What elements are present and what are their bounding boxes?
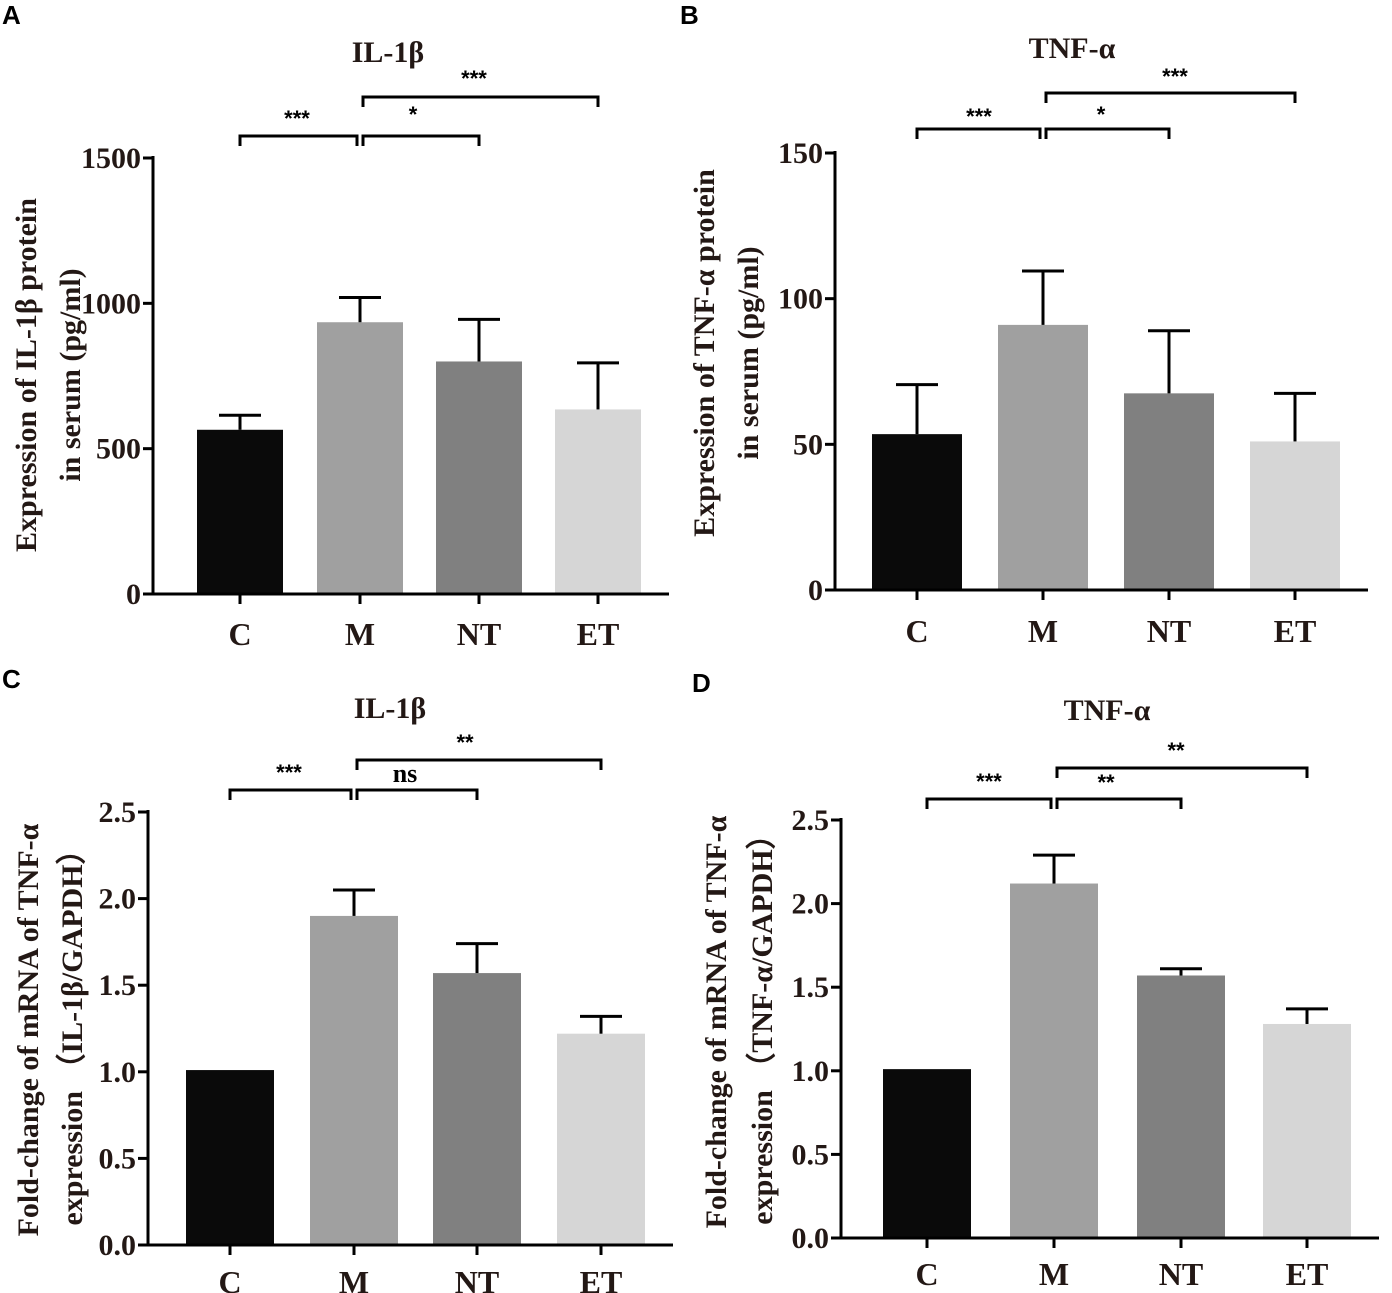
panel-b-sig-bracket-m-et [1044,91,1297,103]
panel-d-sig-label-m-et: ** [1167,738,1185,763]
panel-b-sig-bracket-c-m [915,127,1042,139]
panel-a-bar-nt [436,361,522,594]
panel-a-xtick-label-m: M [345,616,375,652]
panel-b-bar-c [872,434,962,590]
panel-c-ylabel-line-2: expression （IL-1β/GAPDH） [55,834,89,1225]
panel-c-xtick-label-m: M [339,1264,369,1293]
panel-a-title: IL-1β [352,36,424,69]
panel-c-sig-bracket-m-et [355,758,603,770]
panel-c-ytick-label-4: 2.0 [99,883,137,916]
panel-b-sig-label-m-et: *** [1162,64,1188,89]
panel-c-sig-bracket-m-nt [355,788,479,800]
panel-b-sig-label-m-nt: * [1097,102,1106,127]
panel-b-sig-bracket-m-nt [1044,127,1171,139]
panel-c-bar-nt [433,973,521,1245]
panel-b-ytick-label-0: 0 [808,574,823,607]
panel-b-xtick-label-c: C [905,613,928,649]
panel-d-letter: D [692,668,711,698]
panel-b-ylabel-line-2: in serum (pg/ml) [732,246,765,459]
panel-b-bar-m [998,324,1088,590]
panel-a-ytick-label-3: 1500 [81,142,141,175]
panel-c-bar-c [186,1070,274,1245]
panel-c: C IL-1β Fold-change of mRNA of TNF-α expres… [2,664,673,1293]
panel-c-letter: C [2,664,21,694]
panel-c-sig-bracket-c-m [228,788,353,800]
panel-a-xtick-label-c: C [228,616,251,652]
panel-c-title: IL-1β [354,692,426,725]
panel-b: B TNF-α Expression of TNF-α protein in seru… [680,0,1368,649]
panel-a-letter: A [2,0,21,30]
panel-c-xtick-label-nt: NT [455,1264,499,1293]
panel-a-bar-m [317,322,403,594]
panel-c-ytick-label-1: 0.5 [99,1142,137,1175]
panel-d-ytick-label-0: 0.0 [792,1222,830,1255]
panel-a-sig-bracket-m-nt [361,134,481,146]
panel-d-ytick-label-3: 1.5 [792,971,830,1004]
panel-a-xtick-label-nt: NT [457,616,501,652]
panel-d-bar-nt [1137,975,1225,1238]
panel-b-xtick-label-nt: NT [1147,613,1191,649]
panel-d-sig-bracket-m-et [1055,766,1309,778]
panel-c-sig-label-m-nt: ns [393,759,418,788]
panel-c-ylabel-line-1: Fold-change of mRNA of TNF-α [12,823,45,1236]
panel-a-ytick-label-0: 0 [126,578,141,611]
panel-a-sig-bracket-m-et [361,95,600,107]
panel-a-sig-bracket-c-m [238,134,359,146]
panel-b-bar-et [1250,441,1340,590]
panel-a-bar-et [555,409,641,594]
panel-a-sig-label-m-nt: * [409,102,418,127]
panel-d-bar-et [1263,1023,1351,1238]
panel-d-sig-bracket-m-nt [1055,797,1183,809]
panel-a-sig-label-c-m: *** [284,106,310,131]
panel-d-sig-label-c-m: *** [976,769,1002,794]
panel-b-ylabel-line-1: Expression of TNF-α protein [688,169,721,537]
panel-d-xtick-label-m: M [1039,1256,1069,1292]
panel-b-bar-nt [1124,393,1214,590]
panel-c-xtick-label-et: ET [580,1264,623,1293]
panel-d-ytick-label-1: 0.5 [792,1138,830,1171]
panel-a-ytick-label-2: 1000 [81,287,141,320]
panel-b-ytick-label-2: 100 [778,283,823,316]
panel-b-ytick-label-3: 150 [778,137,823,170]
panel-c-ytick-label-2: 1.0 [99,1056,137,1089]
panel-b-ytick-label-1: 50 [793,428,823,461]
panel-b-xtick-label-et: ET [1274,613,1317,649]
panel-c-sig-label-c-m: *** [276,760,302,785]
panel-c-bar-et [557,1033,645,1245]
panel-a-ylabel-line-2: in serum (pg/ml) [54,268,87,481]
panel-a-ylabel-line-1: Expression of IL-1β protein [10,198,43,552]
panel-d-xtick-label-et: ET [1286,1256,1329,1292]
panel-d-bar-m [1010,883,1098,1238]
panel-d-xtick-label-nt: NT [1159,1256,1203,1292]
panel-d-sig-bracket-c-m [925,797,1053,809]
panel-c-ytick-label-3: 1.5 [99,969,137,1002]
panel-c-sig-label-m-et: ** [456,730,474,755]
panel-d-xtick-label-c: C [915,1256,938,1292]
panel-d-sig-label-m-nt: ** [1097,770,1115,795]
panel-d-title: TNF-α [1064,694,1151,727]
panel-a-ytick-label-1: 500 [96,433,141,466]
panel-d-ylabel-line-2: expression （TNF-α/GAPDH） [745,819,779,1224]
panel-c-ytick-label-5: 2.5 [99,796,137,829]
panel-b-title: TNF-α [1029,32,1116,65]
panel-d: D TNF-α Fold-change of mRNA of TNF-α expres… [692,668,1379,1292]
panel-c-xtick-label-c: C [218,1264,241,1293]
panel-a-bar-c [197,429,283,594]
panel-d-ytick-label-2: 1.0 [792,1055,830,1088]
panel-d-bar-c [883,1069,971,1238]
panel-b-xtick-label-m: M [1028,613,1058,649]
panel-b-letter: B [680,0,699,30]
panel-d-ytick-label-5: 2.5 [792,804,830,837]
panel-b-sig-label-c-m: *** [966,104,992,129]
panel-a-xtick-label-et: ET [577,616,620,652]
panel-d-ylabel-line-1: Fold-change of mRNA of TNF-α [700,815,733,1228]
panel-d-ytick-label-4: 2.0 [792,888,830,921]
panel-c-bar-m [310,915,398,1245]
panel-a: A IL-1β Expression of IL-1β protein in seru… [2,0,669,652]
panel-a-sig-label-m-et: *** [461,66,487,91]
panel-c-ytick-label-0: 0.0 [99,1229,137,1262]
